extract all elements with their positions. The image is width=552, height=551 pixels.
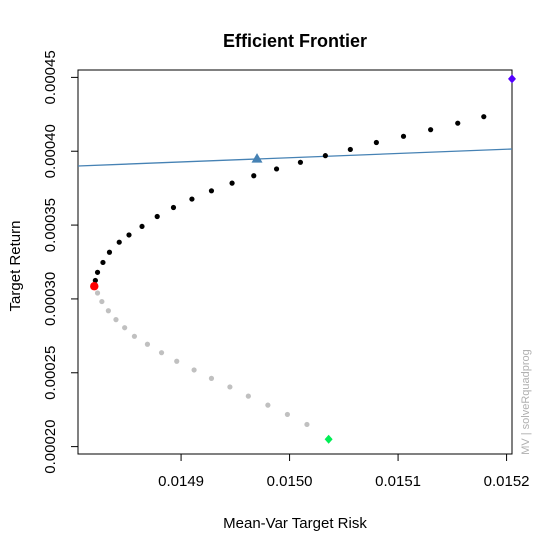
tangency-point (251, 153, 263, 163)
x-tick-label: 0.0149 (158, 473, 204, 490)
x-axis: 0.0149 0.0150 0.0151 0.0152 (158, 454, 530, 490)
efficient-frontier-point (170, 204, 177, 211)
y-tick-label: 0.00020 (42, 419, 59, 473)
efficient-frontier-point (347, 146, 353, 153)
efficient-frontier-point (455, 120, 461, 126)
efficient-frontier-point (273, 166, 280, 172)
y-tick-label: 0.00035 (42, 198, 59, 252)
inefficient-frontier-point (113, 317, 119, 323)
x-tick-label: 0.0151 (375, 473, 421, 490)
inefficient-frontier-point (245, 393, 251, 399)
inefficient-frontier-point (304, 421, 310, 428)
inefficient-frontier-point (265, 402, 271, 408)
chart-title: Efficient Frontier (223, 31, 367, 51)
solver-note: MV | solveRquadprog (520, 349, 532, 455)
inefficient-frontier-point (227, 384, 233, 390)
inefficient-frontier-point (174, 358, 180, 364)
inefficient-frontier-point (144, 341, 151, 347)
minimum-variance-point (90, 282, 99, 291)
x-tick-label: 0.0150 (267, 473, 313, 490)
efficient-frontier-point (92, 277, 98, 284)
efficient-frontier-point (322, 153, 328, 159)
efficient-frontier-point (154, 213, 160, 220)
efficient-frontier-point (229, 180, 235, 186)
inefficient-frontier-point (122, 325, 128, 331)
efficient-frontier-point (94, 269, 101, 275)
efficient-frontier-point (116, 239, 122, 245)
efficient-frontier-point (189, 196, 195, 202)
y-axis: 0.00020 0.00025 0.00030 0.00035 0.00040 0.000… (42, 50, 78, 474)
x-axis-label: Mean-Var Target Risk (223, 515, 367, 532)
plot-area (78, 114, 512, 428)
inefficient-frontier-point (105, 308, 111, 314)
efficient-frontier-point (297, 159, 304, 165)
efficient-frontier-point (400, 133, 407, 139)
efficient-frontier-point (208, 188, 215, 194)
inefficient-frontier-point (208, 375, 215, 381)
efficient-frontier-point (481, 114, 487, 120)
inefficient-frontier-point (99, 298, 105, 305)
min-return-point (324, 434, 333, 444)
y-tick-label: 0.00045 (42, 50, 59, 104)
y-axis-label: Target Return (7, 221, 24, 312)
y-tick-label: 0.00030 (42, 272, 59, 326)
efficient-frontier-point (373, 139, 379, 146)
inefficient-frontier-point (191, 367, 197, 373)
max-return-point (508, 74, 516, 84)
inefficient-frontier-point (131, 333, 138, 339)
inefficient-frontier-point (284, 411, 291, 418)
plot-frame (77, 69, 513, 455)
special-points (90, 74, 516, 444)
inefficient-frontier-point (158, 350, 165, 356)
y-tick-label: 0.00040 (42, 124, 59, 178)
inefficient-frontier-point (94, 290, 101, 296)
efficient-frontier-point (251, 173, 257, 179)
efficient-frontier-point (100, 259, 106, 266)
x-tick-label: 0.0152 (484, 473, 530, 490)
efficient-frontier-point (106, 249, 113, 255)
efficient-frontier-point (428, 127, 434, 133)
y-tick-label: 0.00025 (42, 346, 59, 400)
efficient-frontier-point (139, 223, 145, 230)
tangency-line (78, 148, 512, 167)
efficient-frontier-point (126, 232, 132, 238)
